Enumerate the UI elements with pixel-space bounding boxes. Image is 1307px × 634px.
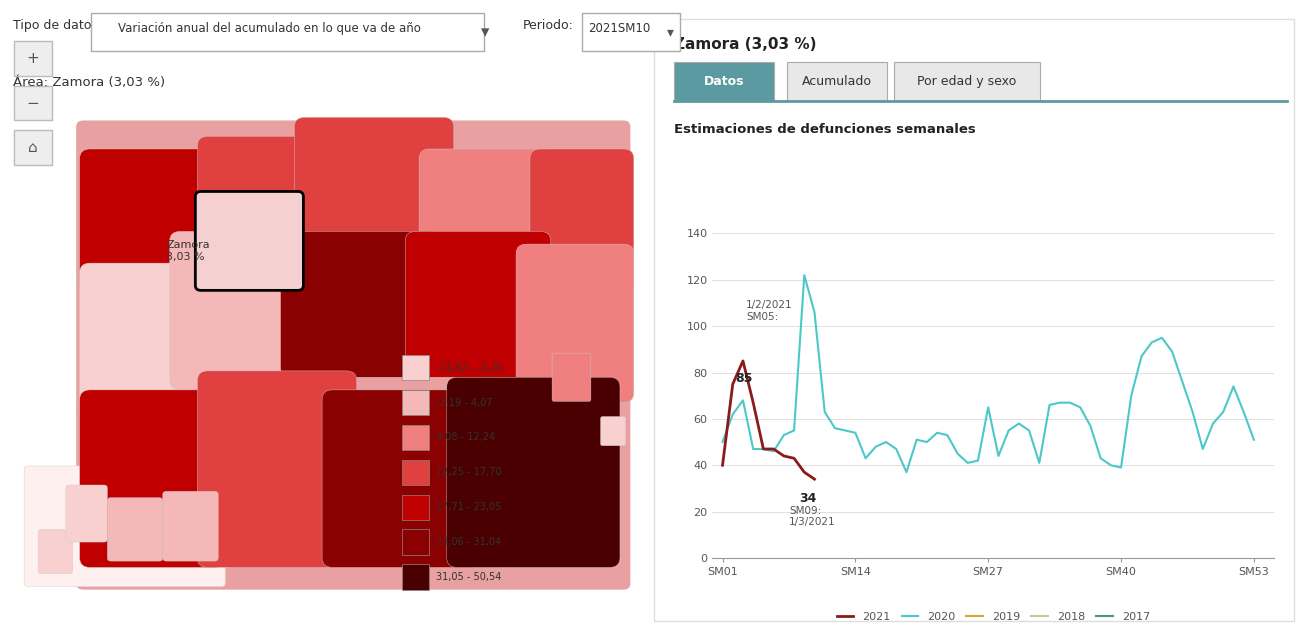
Text: ▾: ▾ (667, 25, 673, 39)
FancyBboxPatch shape (65, 485, 107, 542)
Text: 4,08 - 12,24: 4,08 - 12,24 (437, 432, 495, 443)
Text: Por edad y sexo: Por edad y sexo (918, 75, 1017, 88)
FancyBboxPatch shape (582, 13, 680, 51)
Text: SM09:
1/3/2021: SM09: 1/3/2021 (789, 506, 835, 527)
FancyBboxPatch shape (401, 460, 430, 485)
Text: 23,06 - 31,04: 23,06 - 31,04 (437, 537, 502, 547)
FancyBboxPatch shape (14, 130, 52, 165)
Text: Estimaciones de defunciones semanales: Estimaciones de defunciones semanales (674, 123, 975, 136)
FancyBboxPatch shape (405, 231, 550, 377)
FancyBboxPatch shape (25, 466, 225, 586)
Text: −: − (26, 96, 39, 111)
Text: 1/2/2021
SM05:: 1/2/2021 SM05: (746, 300, 792, 321)
FancyBboxPatch shape (401, 529, 430, 555)
Text: 2021SM10: 2021SM10 (588, 22, 651, 35)
Text: 85: 85 (735, 372, 752, 385)
FancyBboxPatch shape (787, 62, 887, 101)
FancyBboxPatch shape (674, 62, 774, 101)
Text: -2,19 - 4,07: -2,19 - 4,07 (437, 398, 493, 408)
FancyBboxPatch shape (197, 371, 357, 567)
FancyBboxPatch shape (401, 355, 430, 380)
Text: Periodo:: Periodo: (523, 19, 574, 32)
Text: +: + (26, 51, 39, 67)
FancyBboxPatch shape (170, 231, 315, 390)
FancyBboxPatch shape (76, 120, 630, 590)
FancyBboxPatch shape (447, 377, 620, 567)
Text: Tipo de dato: Tipo de dato (13, 19, 91, 32)
FancyBboxPatch shape (14, 86, 52, 120)
FancyBboxPatch shape (529, 149, 634, 295)
Text: ⌂: ⌂ (27, 140, 38, 155)
FancyBboxPatch shape (14, 41, 52, 76)
FancyBboxPatch shape (197, 136, 322, 250)
FancyBboxPatch shape (401, 425, 430, 450)
FancyBboxPatch shape (281, 231, 440, 377)
Text: Acumulado: Acumulado (802, 75, 872, 88)
Text: 31,05 - 50,54: 31,05 - 50,54 (437, 572, 502, 582)
FancyBboxPatch shape (552, 353, 591, 401)
FancyBboxPatch shape (420, 149, 565, 263)
FancyBboxPatch shape (516, 244, 634, 403)
FancyBboxPatch shape (80, 149, 225, 295)
FancyBboxPatch shape (91, 13, 484, 51)
FancyBboxPatch shape (654, 19, 1294, 621)
FancyBboxPatch shape (195, 191, 303, 290)
Text: Zamora
3,03 %: Zamora 3,03 % (166, 240, 210, 262)
FancyBboxPatch shape (322, 390, 481, 567)
FancyBboxPatch shape (401, 495, 430, 520)
Text: 17,71 - 23,05: 17,71 - 23,05 (437, 502, 502, 512)
Text: Zamora (3,03 %): Zamora (3,03 %) (674, 37, 817, 52)
FancyBboxPatch shape (163, 491, 218, 561)
FancyBboxPatch shape (894, 62, 1040, 101)
FancyBboxPatch shape (38, 529, 73, 574)
FancyBboxPatch shape (294, 117, 454, 250)
FancyBboxPatch shape (80, 390, 225, 567)
Text: -11,82 - -2,20: -11,82 - -2,20 (437, 363, 503, 373)
FancyBboxPatch shape (80, 263, 204, 422)
FancyBboxPatch shape (601, 417, 626, 446)
FancyBboxPatch shape (107, 498, 163, 561)
Legend: 2021, 2020, 2019, 2018, 2017: 2021, 2020, 2019, 2018, 2017 (833, 607, 1154, 626)
FancyBboxPatch shape (401, 390, 430, 415)
Text: Área: Zamora (3,03 %): Área: Zamora (3,03 %) (13, 76, 165, 89)
Text: 34: 34 (799, 493, 817, 505)
Text: ▾: ▾ (481, 23, 489, 41)
Text: Datos: Datos (703, 75, 744, 88)
FancyBboxPatch shape (401, 564, 430, 590)
Text: 12,25 - 17,70: 12,25 - 17,70 (437, 467, 502, 477)
Text: Variación anual del acumulado en lo que va de año: Variación anual del acumulado en lo que … (118, 22, 421, 35)
